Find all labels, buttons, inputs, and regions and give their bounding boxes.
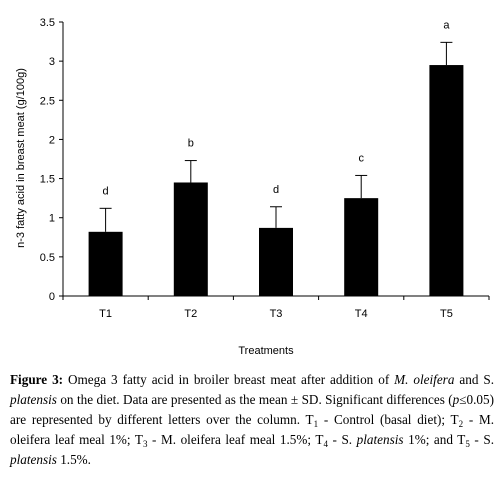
significance-letter: a xyxy=(443,19,450,31)
bar xyxy=(259,227,293,296)
caption-subscript: 1 xyxy=(313,419,319,429)
caption-text: 1.5%. xyxy=(56,452,91,467)
caption-subscript: 4 xyxy=(323,439,328,449)
y-tick-label: 2 xyxy=(49,134,55,146)
caption-text: - M. oleifera leaf meal 1%; T xyxy=(10,412,495,447)
y-tick-label: 0.5 xyxy=(40,252,55,264)
caption-subscript: 2 xyxy=(458,419,464,429)
caption-text: Omega 3 fatty acid in broiler breast mea… xyxy=(63,372,395,387)
bar xyxy=(344,198,379,296)
x-axis-label: Treatments xyxy=(238,345,294,357)
x-tick-label: T3 xyxy=(270,308,283,320)
caption-text: p xyxy=(452,392,460,407)
caption-text: 0.05) are represented by different lette… xyxy=(10,392,494,427)
significance-letter: c xyxy=(358,152,364,164)
caption-text: - S. xyxy=(469,432,494,447)
caption-subscript: 3 xyxy=(142,439,148,449)
y-axis-label: n-3 fatty acid in breast meat (g/100g) xyxy=(15,68,27,248)
caption-text: M. oleifera xyxy=(394,372,455,387)
x-tick-label: T5 xyxy=(440,308,453,320)
caption-text: platensis xyxy=(10,452,57,467)
bar xyxy=(173,182,208,296)
caption-subscript: 5 xyxy=(465,439,470,449)
caption-text: ≤ xyxy=(459,392,467,407)
x-tick-label: T2 xyxy=(184,308,197,320)
significance-letter: d xyxy=(103,185,109,197)
y-tick-label: 3 xyxy=(49,56,55,68)
significance-letter: b xyxy=(188,138,194,150)
y-tick-label: 1 xyxy=(49,213,55,225)
y-tick-label: 2.5 xyxy=(40,95,55,107)
significance-letter: d xyxy=(273,184,279,196)
caption-text: platensis xyxy=(10,392,57,407)
y-tick-label: 0 xyxy=(49,291,55,303)
y-tick-label: 3.5 xyxy=(40,17,55,29)
caption-text: 1%; and T xyxy=(403,432,466,447)
caption-text: and S. xyxy=(454,372,494,387)
x-tick-label: T4 xyxy=(355,308,368,320)
caption-text: - S. xyxy=(327,432,357,447)
figure-caption: Figure 3: Omega 3 fatty acid in broiler … xyxy=(10,370,494,470)
bar-chart: d b d c a 0 0.5 1 1.5 2 2.5 3 3.5 T1 T2 T3 T4 T5 n-3 fat… xyxy=(15,17,490,357)
bar xyxy=(88,231,123,296)
y-tick-label: 1.5 xyxy=(40,174,55,186)
caption-label: Figure 3: xyxy=(10,372,64,387)
caption-text: on the diet. Data are presented as the m… xyxy=(56,392,453,407)
caption-text: - Control (basal diet); T xyxy=(318,412,459,427)
caption-text: platensis xyxy=(356,432,404,447)
x-tick-label: T1 xyxy=(99,308,112,320)
caption-text: - M. oleifera leaf meal 1.5%; T xyxy=(147,432,324,447)
bar xyxy=(429,65,464,296)
